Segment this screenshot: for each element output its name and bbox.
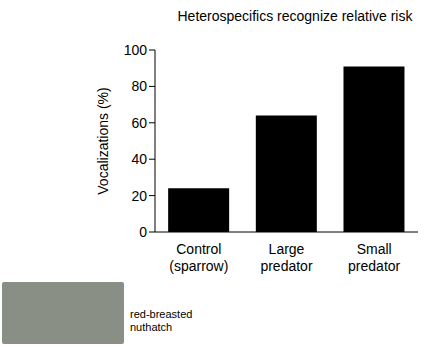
svg-text:40: 40 [131,151,147,167]
svg-text:Smallpredator: Smallpredator [348,241,400,274]
html-text:red-breasted: red-breasted [130,308,193,320]
svg-text:Control(sparrow): Control(sparrow) [169,241,228,274]
svg-text:60: 60 [131,115,147,131]
svg-text:20: 20 [131,188,147,204]
svg-text:Largepredator: Largepredator [260,241,312,274]
svg-text:Vocalizations (%): Vocalizations (%) [95,87,111,194]
html-text:Heterospecifics recognize rela: Heterospecifics recognize relative risk [177,8,413,24]
svg-text:0: 0 [139,224,147,240]
svg-text:80: 80 [131,78,147,94]
svg-text:100: 100 [124,42,148,58]
html-text:nuthatch: nuthatch [130,321,173,333]
